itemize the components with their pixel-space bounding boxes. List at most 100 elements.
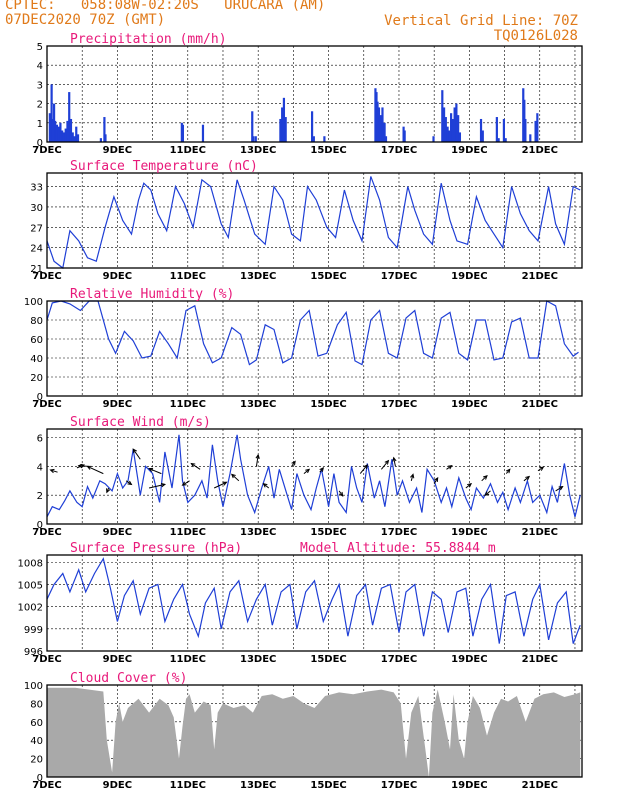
precip-bar: [76, 134, 80, 142]
wind-y-tick-label: 0: [37, 520, 43, 531]
wind-x-tick-label: 17DEC: [381, 527, 417, 538]
wind-line: [46, 434, 581, 518]
wind-arrowhead: [181, 481, 187, 486]
precip-bar: [310, 111, 314, 142]
precip-bar: [252, 136, 255, 142]
precip-bar: [458, 132, 462, 142]
precip-bar: [69, 118, 73, 142]
precip-bar: [529, 134, 532, 142]
precip-bar: [73, 136, 76, 142]
precip-x-tick-label: 17DEC: [381, 145, 417, 156]
pressure-frame: [46, 554, 583, 652]
precip-bar: [448, 130, 451, 142]
precip-y-tick-label: 0: [37, 138, 43, 149]
precip-y-tick-label: 3: [37, 80, 43, 91]
cloud-y-tick-label: 60: [30, 718, 43, 729]
precip-bar: [55, 124, 58, 142]
header-model-id: TQ0126L028: [493, 28, 578, 44]
pressure-title: Surface Pressure (hPa): [70, 541, 242, 556]
wind-arrowhead: [525, 475, 531, 481]
wind-arrowhead: [49, 468, 55, 474]
wind-arrow: [481, 475, 488, 482]
wind-arrow: [231, 473, 240, 482]
humidity-x-tick-label: 9DEC: [103, 399, 132, 410]
wind-arrowhead: [262, 482, 268, 488]
pressure-annotation: Model Altitude: 55.8844 m: [300, 541, 496, 556]
precip-bar: [376, 101, 379, 142]
wind-arrow: [132, 448, 141, 460]
wind-arrowhead: [338, 491, 344, 497]
humidity-x-tick-label: 21DEC: [522, 399, 558, 410]
precip-frame: [46, 45, 583, 143]
precip-x-tick-label: 9DEC: [103, 145, 132, 156]
precip-bar: [534, 120, 537, 142]
temp-x-tick-label: 17DEC: [381, 271, 417, 282]
precip-bar: [103, 117, 106, 142]
cloud-x-tick-label: 9DEC: [103, 780, 132, 791]
wind-x-tick-label: 21DEC: [522, 527, 558, 538]
precip-bar: [62, 132, 66, 142]
precip-bar: [384, 136, 388, 142]
cloud-frame: [46, 684, 583, 778]
cloud-x-tick-label: 17DEC: [381, 780, 417, 791]
precip-bar: [281, 107, 284, 142]
precip-bar: [441, 90, 444, 142]
precip-bar: [251, 111, 254, 142]
cloud-y-tick-label: 40: [30, 736, 43, 747]
wind-arrow: [213, 481, 227, 489]
wind-y-tick-label: 4: [37, 462, 43, 473]
wind-x-tick-label: 15DEC: [310, 527, 346, 538]
wind-arrowhead: [506, 468, 511, 474]
precip-bar: [54, 120, 57, 142]
wind-arrowhead: [467, 482, 473, 488]
wind-y-tick-label: 6: [37, 434, 43, 445]
wind-arrowhead: [410, 473, 415, 479]
precip-bar: [524, 118, 527, 142]
pressure-x-tick-label: 11DEC: [170, 654, 206, 665]
wind-arrow: [555, 486, 563, 492]
temp-line: [46, 176, 581, 270]
humidity-line: [46, 300, 579, 366]
wind-arrowhead: [222, 481, 228, 486]
humidity-x-tick-label: 13DEC: [240, 399, 276, 410]
temp-y-tick-label: 30: [30, 203, 43, 214]
precip-bar: [451, 118, 454, 142]
humidity-y-tick-label: 20: [30, 373, 43, 384]
precip-x-tick-label: 21DEC: [522, 145, 558, 156]
wind-x-tick-label: 9DEC: [103, 527, 132, 538]
pressure-x-tick-label: 19DEC: [451, 654, 487, 665]
temp-x-tick-label: 9DEC: [103, 271, 132, 282]
header-grid-line-info: Vertical Grid Line: 70Z: [384, 13, 578, 29]
precip-bar: [403, 130, 406, 142]
temp-y-tick-label: 24: [30, 244, 43, 255]
wind-arrowhead: [363, 464, 369, 469]
precip-bar: [444, 117, 447, 142]
temp-frame: [46, 172, 583, 269]
precip-title: Precipitation (mm/h): [70, 32, 227, 47]
cloud-title: Cloud Cover (%): [70, 671, 187, 686]
cloud-x-tick-label: 7DEC: [32, 780, 61, 791]
wind-arrowhead: [106, 488, 111, 494]
temp-y-tick-label: 27: [30, 223, 43, 234]
humidity-y-tick-label: 60: [30, 335, 43, 346]
wind-arrow: [148, 468, 162, 475]
precip-bar: [99, 138, 102, 142]
wind-arrow: [255, 454, 259, 467]
temp-x-tick-label: 7DEC: [32, 271, 61, 282]
pressure-x-tick-label: 15DEC: [310, 654, 346, 665]
temp-y-tick-label: 33: [30, 183, 43, 194]
precip-bar: [254, 136, 257, 142]
wind-x-tick-label: 13DEC: [240, 527, 276, 538]
precip-x-tick-label: 11DEC: [170, 145, 206, 156]
wind-arrowhead: [132, 448, 137, 454]
precip-bar: [504, 138, 507, 142]
wind-arrowhead: [539, 466, 545, 471]
precip-bar: [48, 113, 51, 142]
temp-title: Surface Temperature (nC): [70, 159, 258, 174]
humidity-frame: [46, 300, 583, 397]
precip-bar: [479, 118, 483, 142]
wind-arrowhead: [319, 466, 325, 472]
precip-bar: [59, 122, 62, 142]
pressure-x-tick-label: 7DEC: [32, 654, 61, 665]
